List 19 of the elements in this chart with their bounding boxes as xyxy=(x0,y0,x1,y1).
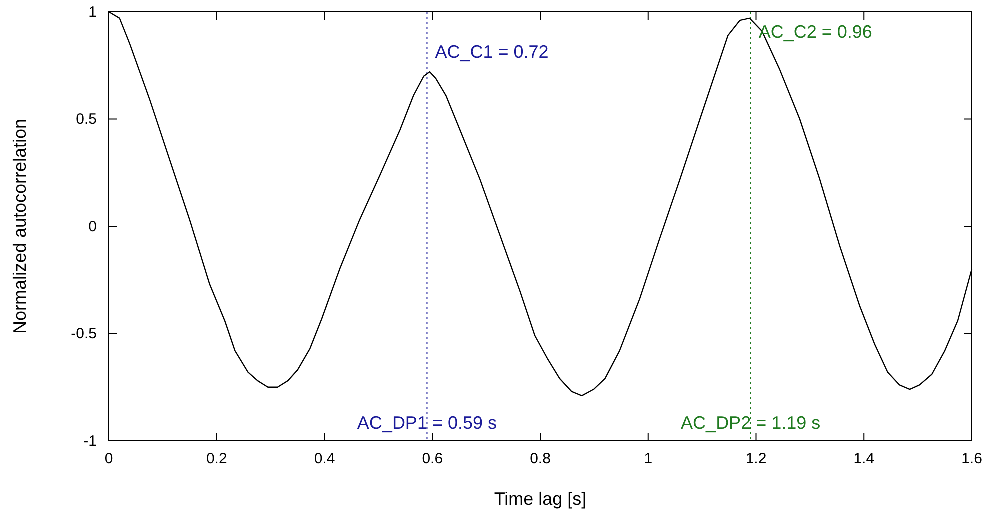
x-tick-label: 0.4 xyxy=(314,450,336,468)
y-tick-label: 0 xyxy=(88,218,97,236)
x-tick-label: 0.8 xyxy=(530,450,551,468)
x-tick-label: 1.6 xyxy=(962,450,982,468)
x-tick-label: 1.2 xyxy=(746,450,767,468)
annotation: AC_C1 = 0.72 xyxy=(435,42,549,62)
x-tick-label: 1.4 xyxy=(854,450,875,468)
y-tick-label: 0.5 xyxy=(76,111,97,128)
ref-line-label: AC_DP1 = 0.59 s xyxy=(357,413,498,433)
x-tick-label: 0 xyxy=(104,450,114,468)
y-axis-title: Normalized autocorrelation xyxy=(10,118,30,334)
x-tick-label: 0.2 xyxy=(206,450,228,468)
x-tick-label: 0.6 xyxy=(422,450,444,468)
y-tick-label: -1 xyxy=(84,432,97,450)
y-tick-label: 1 xyxy=(88,4,97,21)
y-tick-label: -0.5 xyxy=(71,326,97,343)
ref-line-label: AC_DP2 = 1.19 s xyxy=(681,413,821,433)
x-tick-label: 1 xyxy=(644,450,653,468)
x-axis-title: Time lag [s] xyxy=(494,489,587,509)
